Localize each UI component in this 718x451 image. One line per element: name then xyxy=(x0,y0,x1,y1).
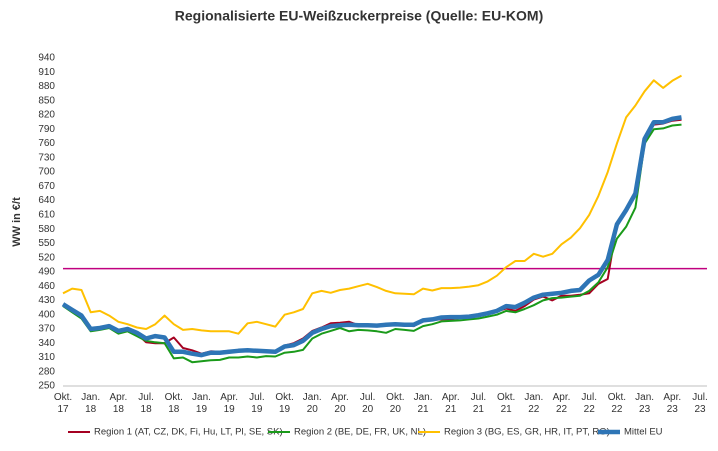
x-tick-label: Okt. 18 xyxy=(164,392,183,415)
x-tick-label: Okt. 21 xyxy=(496,392,516,415)
y-tick-label: 850 xyxy=(38,95,55,106)
x-tick-label: Okt. 17 xyxy=(53,392,73,415)
x-tick-label: Jan. 20 xyxy=(302,392,322,415)
x-tick-label: Apr. 18 xyxy=(109,392,128,415)
y-tick-label: 790 xyxy=(38,124,55,135)
legend-label: Region 2 (BE, DE, FR, UK, NL) xyxy=(294,427,426,438)
x-tick-label: Apr. 22 xyxy=(552,392,571,415)
legend-label: Region 1 (AT, CZ, DK, Fi, Hu, LT, Pl, SE… xyxy=(94,427,283,438)
legend-label: Mittel EU xyxy=(624,427,663,438)
y-tick-label: 910 xyxy=(38,67,55,78)
y-tick-label: 700 xyxy=(38,167,55,178)
y-tick-label: 880 xyxy=(38,81,55,92)
x-tick-label: Jul. 23 xyxy=(692,392,708,415)
y-tick-label: 670 xyxy=(38,181,55,192)
y-tick-label: 400 xyxy=(38,309,55,320)
line-series xyxy=(62,118,682,355)
chart-title: Regionalisierte EU-Weißzuckerpreise (Que… xyxy=(175,8,544,24)
y-tick-label: 760 xyxy=(38,138,55,149)
y-tick-label: 280 xyxy=(38,366,55,377)
y-tick-label: 490 xyxy=(38,267,55,278)
x-tick-label: Apr. 23 xyxy=(663,392,682,415)
y-tick-label: 820 xyxy=(38,110,55,121)
y-tick-label: 310 xyxy=(38,352,55,363)
y-tick-label: 730 xyxy=(38,152,55,163)
x-tick-label: Jul. 22 xyxy=(581,392,597,415)
y-tick-label: 430 xyxy=(38,295,55,306)
line-series xyxy=(61,115,682,358)
x-tick-label: Jan. 19 xyxy=(192,392,211,415)
x-tick-label: Jul. 18 xyxy=(138,392,154,415)
y-tick-label: 580 xyxy=(38,224,55,235)
y-tick-label: 370 xyxy=(38,324,55,335)
y-tick-label: 340 xyxy=(38,338,55,349)
line-series xyxy=(62,123,682,364)
y-tick-label: 250 xyxy=(38,381,55,392)
x-tick-label: Apr. 20 xyxy=(331,392,349,415)
y-axis-label: WW in €/t xyxy=(11,197,23,247)
y-tick-label: 940 xyxy=(38,53,55,64)
x-tick-label: Jul. 19 xyxy=(249,392,265,415)
x-tick-label: Okt. 19 xyxy=(275,392,294,415)
legend-label: Region 3 (BG, ES, GR, HR, IT, PT, RO) xyxy=(444,427,610,438)
x-tick-label: Jan. 22 xyxy=(524,392,544,415)
y-tick-label: 550 xyxy=(38,238,55,249)
x-tick-label: Jan. 23 xyxy=(635,392,655,415)
y-tick-label: 520 xyxy=(38,252,55,263)
y-tick-label: 640 xyxy=(38,195,55,206)
x-tick-label: Jul. 21 xyxy=(470,392,487,415)
y-tick-label: 610 xyxy=(38,210,55,221)
line-series xyxy=(62,74,682,335)
x-tick-label: Apr. 21 xyxy=(441,392,460,415)
x-tick-label: Okt. 20 xyxy=(386,392,405,415)
x-tick-label: Jan. 21 xyxy=(413,392,433,415)
x-tick-label: Okt. 22 xyxy=(607,392,627,415)
x-tick-label: Apr. 19 xyxy=(220,392,239,415)
x-tick-label: Jul. 20 xyxy=(359,392,376,415)
y-tick-label: 460 xyxy=(38,281,55,292)
x-tick-label: Jan. 18 xyxy=(81,392,101,415)
